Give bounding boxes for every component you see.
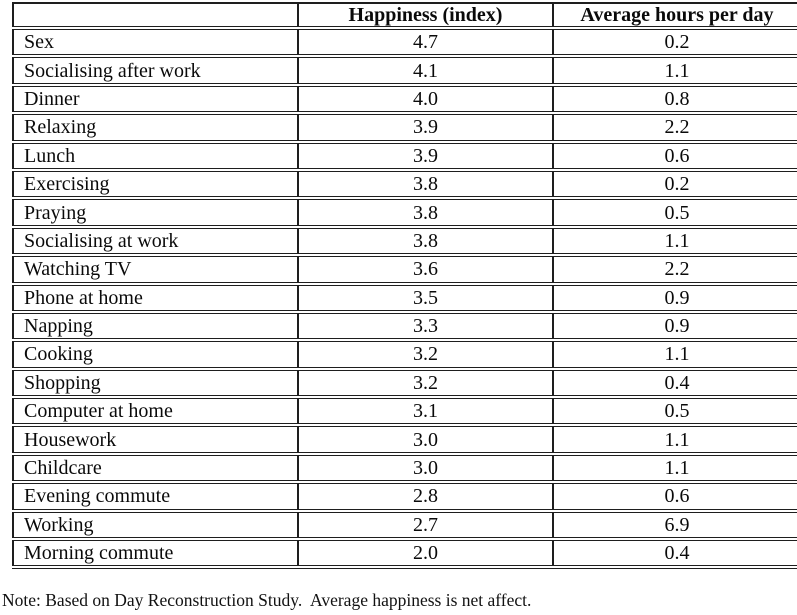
activity-cell: Sex [12, 25, 299, 59]
happiness-cell: 4.7 [297, 25, 554, 59]
footnote: Note: Based on Day Reconstruction Study.… [2, 590, 532, 610]
table-row: Exercising 3.8 0.2 [12, 167, 797, 201]
hours-cell: 0.2 [552, 167, 797, 201]
table-row: Housework 3.0 1.1 [12, 423, 797, 456]
activity-cell: Praying [12, 196, 299, 229]
table-row: Cooking 3.2 1.1 [12, 338, 797, 371]
table-row: Sex 4.7 0.2 [12, 25, 797, 59]
activity-cell: Socialising at work [12, 224, 299, 258]
happiness-cell: 3.1 [297, 395, 554, 428]
table-row: Phone at home 3.5 0.9 [12, 281, 797, 314]
happiness-cell: 3.0 [297, 451, 554, 485]
table-row: Shopping 3.2 0.4 [12, 366, 797, 400]
hours-cell: 1.1 [552, 338, 797, 371]
activity-cell: Evening commute [12, 480, 299, 513]
happiness-cell: 2.0 [297, 537, 554, 570]
happiness-cell: 3.0 [297, 423, 554, 456]
happiness-cell: 3.6 [297, 253, 554, 286]
activity-cell: Shopping [12, 366, 299, 400]
happiness-cell: 3.9 [297, 139, 554, 172]
happiness-cell: 3.5 [297, 281, 554, 314]
happiness-cell: 4.0 [297, 82, 554, 116]
happiness-cell: 3.8 [297, 224, 554, 258]
table-row: Working 2.7 6.9 [12, 508, 797, 542]
hours-cell: 6.9 [552, 508, 797, 542]
activity-cell: Lunch [12, 139, 299, 172]
header-row: Happiness (index) Average hours per day [12, 2, 797, 30]
table-row: Praying 3.8 0.5 [12, 196, 797, 229]
table-header: Happiness (index) Average hours per day [12, 2, 797, 30]
activity-cell: Cooking [12, 338, 299, 371]
table-row: Childcare 3.0 1.1 [12, 451, 797, 485]
table-row: Computer at home 3.1 0.5 [12, 395, 797, 428]
happiness-cell: 3.8 [297, 167, 554, 201]
table-row: Socialising at work 3.8 1.1 [12, 224, 797, 258]
hours-cell: 2.2 [552, 253, 797, 286]
table-row: Watching TV 3.6 2.2 [12, 253, 797, 286]
column-header-happiness: Happiness (index) [297, 2, 554, 30]
happiness-cell: 3.8 [297, 196, 554, 229]
activity-cell: Socialising after work [12, 54, 299, 87]
hours-cell: 1.1 [552, 451, 797, 485]
table-body: Sex 4.7 0.2 Socialising after work 4.1 1… [12, 25, 797, 570]
hours-cell: 0.5 [552, 395, 797, 428]
activity-cell: Housework [12, 423, 299, 456]
activity-cell: Watching TV [12, 253, 299, 286]
happiness-cell: 3.3 [297, 309, 554, 343]
hours-cell: 0.2 [552, 25, 797, 59]
activity-cell: Dinner [12, 82, 299, 116]
hours-cell: 0.6 [552, 480, 797, 513]
hours-cell: 2.2 [552, 111, 797, 144]
table-row: Relaxing 3.9 2.2 [12, 111, 797, 144]
hours-cell: 0.4 [552, 366, 797, 400]
table-row: Evening commute 2.8 0.6 [12, 480, 797, 513]
table-row: Napping 3.3 0.9 [12, 309, 797, 343]
hours-cell: 0.9 [552, 281, 797, 314]
activity-cell: Morning commute [12, 537, 299, 570]
happiness-activities-table: Happiness (index) Average hours per day … [12, 2, 797, 570]
happiness-cell: 3.2 [297, 338, 554, 371]
column-header-hours: Average hours per day [552, 2, 797, 30]
table-row: Lunch 3.9 0.6 [12, 139, 797, 172]
hours-cell: 0.6 [552, 139, 797, 172]
happiness-cell: 2.7 [297, 508, 554, 542]
activity-cell: Computer at home [12, 395, 299, 428]
table-row: Dinner 4.0 0.8 [12, 82, 797, 116]
hours-cell: 0.4 [552, 537, 797, 570]
activity-cell: Napping [12, 309, 299, 343]
hours-cell: 0.9 [552, 309, 797, 343]
activity-cell: Working [12, 508, 299, 542]
table-row: Socialising after work 4.1 1.1 [12, 54, 797, 87]
activity-cell: Phone at home [12, 281, 299, 314]
happiness-cell: 3.2 [297, 366, 554, 400]
hours-cell: 0.5 [552, 196, 797, 229]
hours-cell: 1.1 [552, 54, 797, 87]
happiness-cell: 2.8 [297, 480, 554, 513]
table-row: Morning commute 2.0 0.4 [12, 537, 797, 570]
hours-cell: 0.8 [552, 82, 797, 116]
activity-cell: Relaxing [12, 111, 299, 144]
activity-cell: Exercising [12, 167, 299, 201]
happiness-cell: 4.1 [297, 54, 554, 87]
hours-cell: 1.1 [552, 224, 797, 258]
happiness-cell: 3.9 [297, 111, 554, 144]
activity-cell: Childcare [12, 451, 299, 485]
hours-cell: 1.1 [552, 423, 797, 456]
column-header-activity [12, 2, 299, 30]
